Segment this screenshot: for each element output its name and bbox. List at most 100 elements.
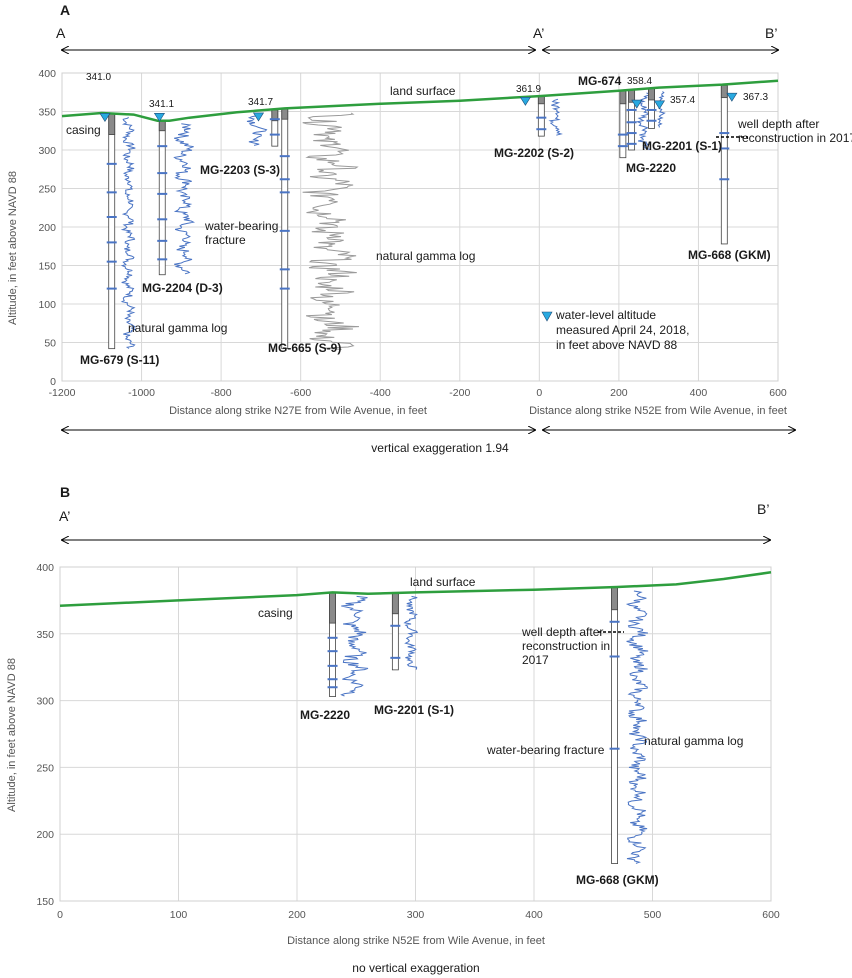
wl-value-mg-2220: 357.4 xyxy=(670,95,695,106)
panel-a: A A A’ B’ 400 350 300 250 200 150 100 50 0 -1200… xyxy=(7,2,852,455)
wl-value-mg-2203: 341.7 xyxy=(248,97,273,108)
x-tick-label: -600 xyxy=(290,387,311,399)
vertical-exaggeration-label: vertical exaggeration 1.94 xyxy=(371,441,509,455)
water-level-marker xyxy=(99,113,111,122)
well-casing xyxy=(108,113,116,135)
x-tick-label: -400 xyxy=(370,387,391,399)
water-levels-a xyxy=(99,92,738,122)
x-tick-label: 400 xyxy=(690,387,708,399)
section-label-b-prime: B’ xyxy=(765,25,777,41)
x-tick-label: 600 xyxy=(762,909,780,921)
water-level-marker xyxy=(252,112,265,122)
water-level-marker xyxy=(653,100,666,110)
panel-a-letter: A xyxy=(60,2,70,18)
no-exaggeration-label: no vertical exaggeration xyxy=(352,961,479,975)
y-ticks-b: 400 350 300 250 200 150 xyxy=(36,562,54,908)
land-surface-line-a xyxy=(61,79,779,122)
wl-value-mg-679: 341.0 xyxy=(86,72,111,83)
water-level-marker xyxy=(631,99,643,109)
x-tick-label: -200 xyxy=(449,387,470,399)
gamma-log xyxy=(340,595,369,697)
water-bearing-fracture-label-b: water-bearing fracture xyxy=(486,743,605,757)
gamma-log xyxy=(656,91,666,128)
gamma-log-label-a2: natural gamma log xyxy=(376,249,475,263)
y-tick-label: 200 xyxy=(38,222,56,234)
well-depth-note-a: well depth after reconstruction in 2017 xyxy=(737,117,852,145)
water-bearing-fracture-label-a: water-bearing fracture xyxy=(204,219,278,247)
grid-b xyxy=(60,567,771,901)
water-level-marker xyxy=(153,113,165,122)
x-ticks-a: -1200 -1000 -800 -600 -400 -200 0 200 400 600 xyxy=(49,387,787,399)
well-mg-679 xyxy=(106,113,117,350)
x-tick-label: 500 xyxy=(644,909,662,921)
well-bore xyxy=(108,113,116,350)
well-casing xyxy=(158,120,166,132)
y-tick-label: 350 xyxy=(38,107,56,119)
well-name-b-mg-668: MG-668 (GKM) xyxy=(576,873,659,887)
well-depth-note-b: well depth after reconstruction in 2017 xyxy=(521,625,610,667)
x-tick-label: -800 xyxy=(211,387,232,399)
y-axis-title-a: Altitude, in feet above NAVD 88 xyxy=(7,171,19,325)
gamma-log xyxy=(173,123,196,275)
well-mg-2201 xyxy=(646,88,657,129)
x-tick-label: -1000 xyxy=(128,387,155,399)
section-label-a: A xyxy=(56,25,66,41)
wl-value-mg-2204: 341.1 xyxy=(149,99,174,110)
well-b-mg-2201 xyxy=(390,591,401,671)
x-tick-label: 0 xyxy=(536,387,542,399)
y-tick-label: 200 xyxy=(36,829,54,841)
well-mg-2204 xyxy=(157,120,168,276)
y-tick-label: 250 xyxy=(36,762,54,774)
y-tick-label: 150 xyxy=(38,261,56,273)
wells-b xyxy=(327,586,620,864)
well-name-b-mg-2220: MG-2220 xyxy=(300,708,350,722)
gamma-log-label-a1: natural gamma log xyxy=(128,321,227,335)
y-tick-label: 250 xyxy=(38,184,56,196)
x-tick-label: 600 xyxy=(769,387,787,399)
gamma-log-gray-trace xyxy=(302,112,360,350)
section-label-a-prime: A’ xyxy=(533,25,544,41)
gamma-log xyxy=(548,98,563,136)
wl-value-mg-674: 358.4 xyxy=(627,76,652,87)
gamma-log-label-b: natural gamma log xyxy=(644,734,743,748)
well-name-mg-2201: MG-2201 (S-1) xyxy=(642,139,722,153)
well-casing xyxy=(619,89,627,105)
wells-a xyxy=(106,84,730,350)
well-casing xyxy=(329,591,336,624)
well-b-mg-2220 xyxy=(327,591,338,697)
section-label-b-a-prime: A’ xyxy=(59,508,70,524)
gamma-log xyxy=(246,112,268,146)
well-name-mg-668: MG-668 (GKM) xyxy=(688,248,771,262)
x-tick-label: 200 xyxy=(288,909,306,921)
legend-note: water-level altitude measured April 24, 2… xyxy=(555,308,689,352)
wl-value-mg-668: 367.3 xyxy=(743,92,768,103)
x-ticks-b: 0 100 200 300 400 500 600 xyxy=(57,909,780,921)
y-tick-label: 350 xyxy=(36,629,54,641)
x-tick-label: 200 xyxy=(610,387,628,399)
well-casing xyxy=(281,108,289,120)
well-casing xyxy=(720,84,728,99)
well-casing xyxy=(391,591,399,615)
well-mg-2202 xyxy=(536,95,547,137)
well-bore xyxy=(281,108,289,350)
land-surface-line-b xyxy=(59,571,772,607)
wl-value-mg-2202: 361.9 xyxy=(516,84,541,95)
well-mg-2220 xyxy=(626,89,637,151)
well-name-mg-665: MG-665 (S-9) xyxy=(268,341,341,355)
x-tick-label: -1200 xyxy=(49,387,76,399)
plot-frame-a xyxy=(61,72,779,382)
x-axis-title-b: Distance along strike N52E from Wile Ave… xyxy=(287,935,545,947)
water-level-marker xyxy=(726,92,738,102)
x-tick-label: 100 xyxy=(170,909,188,921)
y-axis-title-b: Altitude, in feet above NAVD 88 xyxy=(6,658,18,812)
well-casing xyxy=(648,88,655,101)
well-name-mg-2220: MG-2220 xyxy=(626,161,676,175)
well-mg-665 xyxy=(279,108,290,350)
well-casing xyxy=(611,586,618,611)
y-tick-label: 400 xyxy=(36,562,54,574)
y-tick-label: 300 xyxy=(36,696,54,708)
y-tick-label: 50 xyxy=(44,338,56,350)
well-bore xyxy=(158,120,166,276)
x-axis-title-a-right: Distance along strike N52E from Wile Ave… xyxy=(529,405,787,417)
